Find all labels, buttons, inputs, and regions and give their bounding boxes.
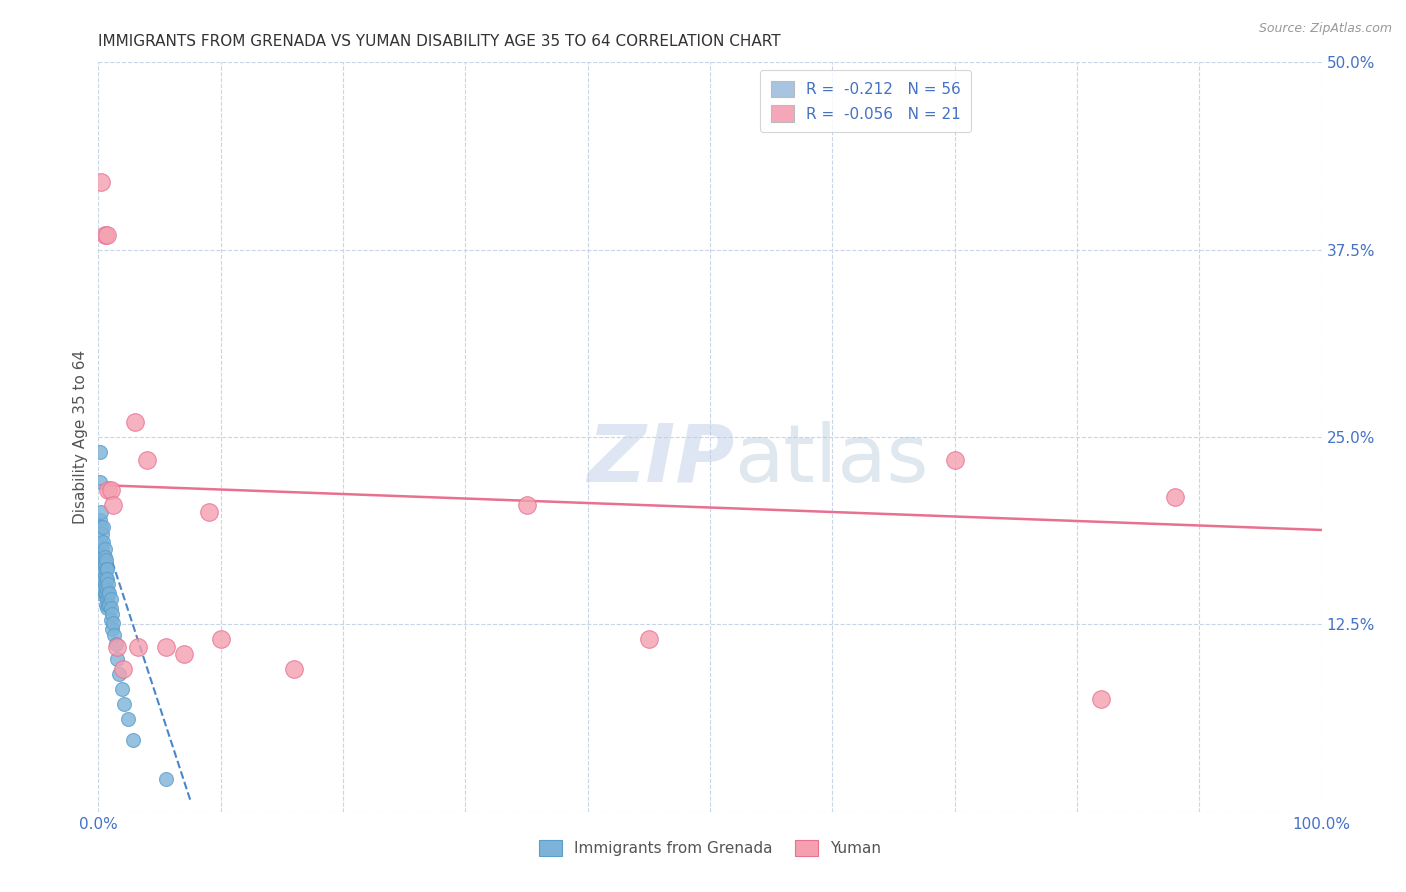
Point xyxy=(91,573,114,587)
Point xyxy=(100,483,122,497)
Point xyxy=(155,772,177,786)
Point xyxy=(91,558,114,572)
Point xyxy=(101,607,124,621)
Point xyxy=(90,535,112,549)
Point xyxy=(93,577,115,591)
Point xyxy=(91,549,114,564)
Point xyxy=(96,591,118,606)
Legend: Immigrants from Grenada, Yuman: Immigrants from Grenada, Yuman xyxy=(531,832,889,864)
Point xyxy=(112,697,135,711)
Point xyxy=(90,549,112,564)
Point xyxy=(155,640,177,654)
Point xyxy=(91,535,114,549)
Point xyxy=(89,445,111,459)
Point xyxy=(101,498,124,512)
Point xyxy=(93,542,115,557)
Point xyxy=(91,587,114,601)
Point xyxy=(91,565,114,579)
Point xyxy=(91,527,114,541)
Point xyxy=(91,520,114,534)
Point xyxy=(94,553,117,567)
Point xyxy=(515,498,537,512)
Point xyxy=(1164,490,1187,504)
Point xyxy=(91,582,114,597)
Point xyxy=(197,505,219,519)
Point xyxy=(283,662,305,676)
Point xyxy=(93,227,115,242)
Point xyxy=(124,415,146,429)
Point xyxy=(100,613,122,627)
Point xyxy=(97,598,120,612)
Point xyxy=(637,632,661,647)
Point xyxy=(104,637,127,651)
Point xyxy=(93,568,115,582)
Point xyxy=(100,601,122,615)
Point xyxy=(96,573,118,587)
Point xyxy=(90,505,112,519)
Point xyxy=(98,586,121,600)
Point xyxy=(89,475,111,489)
Point xyxy=(91,573,114,587)
Point xyxy=(1090,692,1112,706)
Y-axis label: Disability Age 35 to 64: Disability Age 35 to 64 xyxy=(73,350,89,524)
Point xyxy=(96,227,118,242)
Point xyxy=(943,452,966,467)
Text: Source: ZipAtlas.com: Source: ZipAtlas.com xyxy=(1258,22,1392,36)
Point xyxy=(94,598,117,612)
Point xyxy=(127,640,149,654)
Point xyxy=(90,175,112,189)
Point xyxy=(98,598,121,612)
Point xyxy=(94,587,117,601)
Point xyxy=(94,562,117,576)
Point xyxy=(121,732,143,747)
Point xyxy=(105,640,128,654)
Point xyxy=(173,648,195,662)
Point xyxy=(97,577,120,591)
Point xyxy=(97,483,120,497)
Point xyxy=(94,580,117,594)
Point xyxy=(105,652,128,666)
Point xyxy=(111,681,134,696)
Point xyxy=(103,628,125,642)
Text: IMMIGRANTS FROM GRENADA VS YUMAN DISABILITY AGE 35 TO 64 CORRELATION CHART: IMMIGRANTS FROM GRENADA VS YUMAN DISABIL… xyxy=(98,34,782,49)
Point xyxy=(93,587,115,601)
Text: ZIP: ZIP xyxy=(588,420,734,499)
Point xyxy=(93,549,115,564)
Point xyxy=(93,558,115,572)
Point xyxy=(101,615,124,630)
Point xyxy=(89,512,111,526)
Point xyxy=(96,601,118,615)
Point xyxy=(100,591,122,606)
Point xyxy=(96,582,118,597)
Point xyxy=(97,587,120,601)
Point xyxy=(111,662,134,676)
Point xyxy=(136,452,159,467)
Point xyxy=(91,542,114,557)
Point xyxy=(209,632,232,647)
Point xyxy=(101,622,124,636)
Point xyxy=(108,666,131,681)
Point xyxy=(91,558,114,572)
Point xyxy=(96,562,118,576)
Point xyxy=(90,520,112,534)
Point xyxy=(117,712,139,726)
Point xyxy=(94,571,117,585)
Text: atlas: atlas xyxy=(734,420,929,499)
